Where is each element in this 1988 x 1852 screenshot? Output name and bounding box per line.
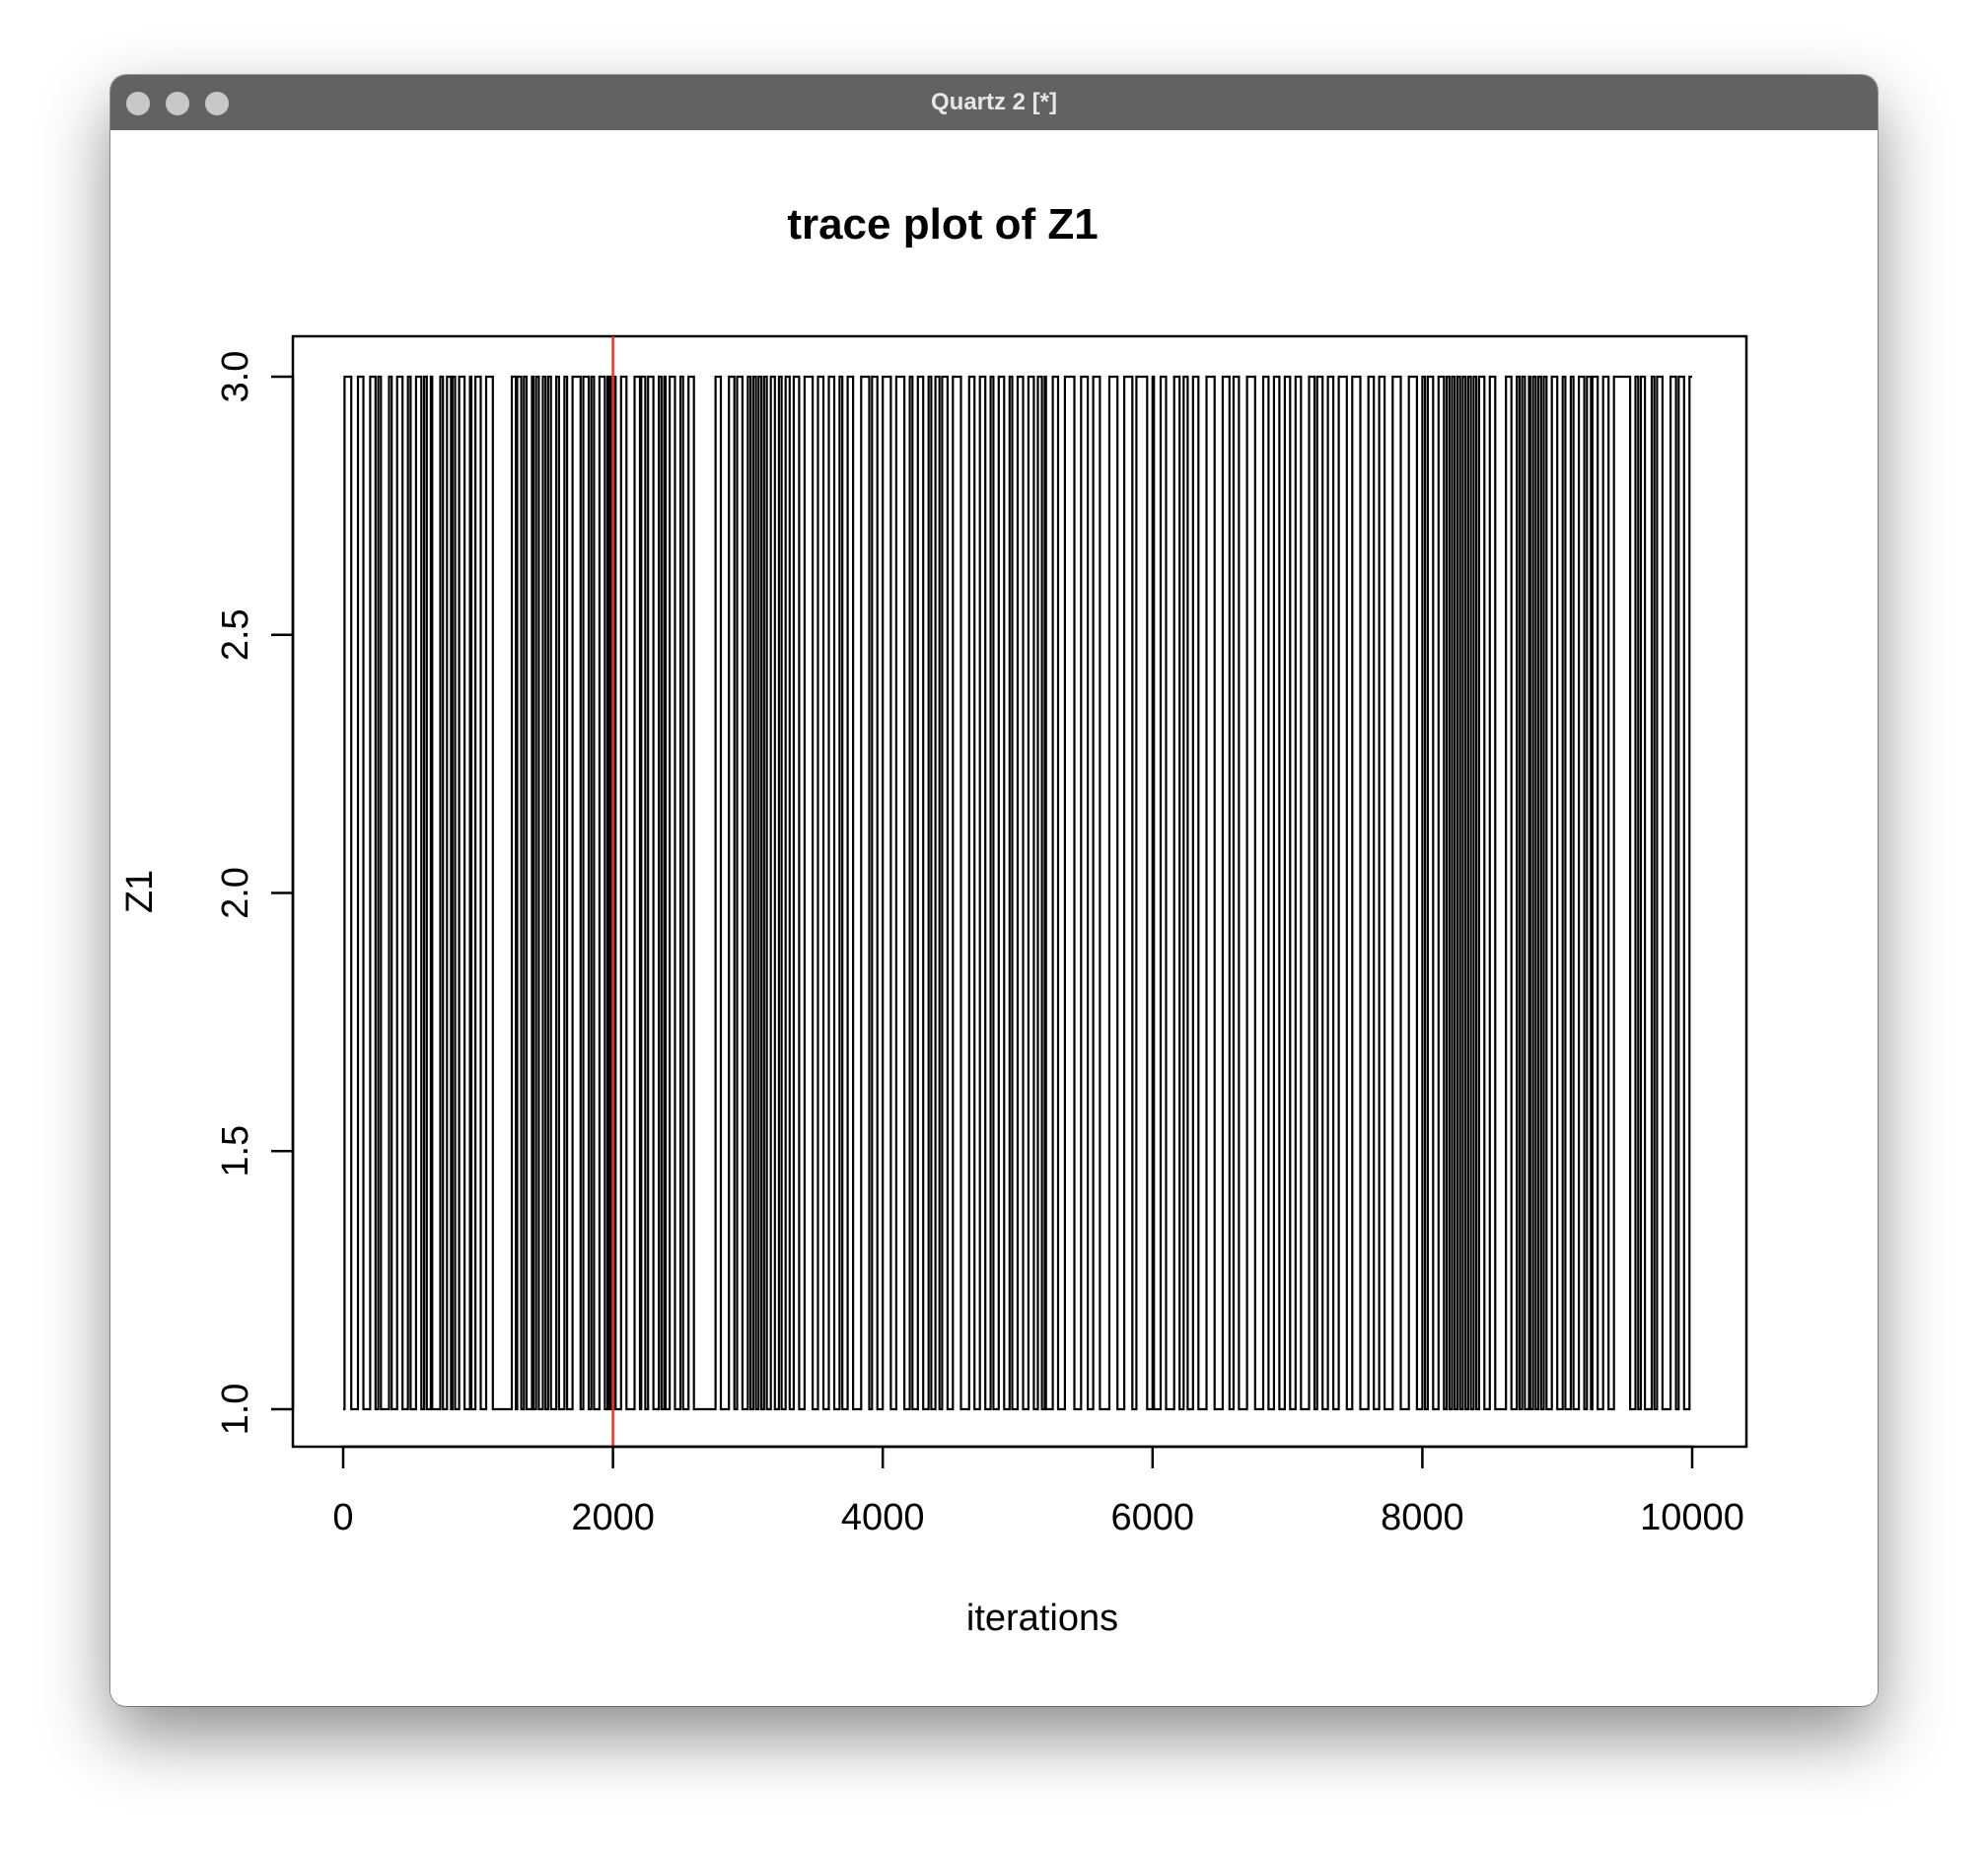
minimize-icon[interactable] bbox=[166, 92, 189, 115]
x-tick-label: 4000 bbox=[841, 1497, 925, 1538]
x-axis: 0 2000 4000 6000 8000 10000 bbox=[332, 1445, 1744, 1538]
y-tick-label: 1.5 bbox=[215, 1125, 256, 1177]
y-tick-label: 1.0 bbox=[215, 1384, 256, 1436]
trace-plot: trace plot of Z1 0 2000 4000 6000 8000 10000 … bbox=[119, 200, 1748, 1639]
x-tick-label: 6000 bbox=[1111, 1497, 1195, 1538]
title-bar[interactable]: Quartz 2 [*] bbox=[110, 75, 1878, 131]
trace-lines bbox=[343, 375, 1692, 1411]
zoom-icon[interactable] bbox=[205, 92, 229, 115]
y-tick-label: 2.0 bbox=[215, 867, 256, 919]
x-tick-label: 10000 bbox=[1640, 1497, 1744, 1538]
y-tick-label: 3.0 bbox=[215, 351, 256, 403]
close-icon[interactable] bbox=[126, 92, 150, 115]
plot-canvas: trace plot of Z1 0 2000 4000 6000 8000 10000 … bbox=[110, 130, 1878, 1706]
y-axis: 1.0 1.5 2.0 2.5 3.0 bbox=[215, 351, 295, 1436]
trace-series-z1 bbox=[343, 375, 1692, 1411]
window-title: Quartz 2 [*] bbox=[930, 89, 1057, 115]
x-tick-label: 2000 bbox=[571, 1497, 655, 1538]
x-tick-label: 8000 bbox=[1381, 1497, 1464, 1538]
y-axis-label: Z1 bbox=[119, 870, 161, 913]
plot-window: Quartz 2 [*] trace plot of Z1 0 2000 4000 6… bbox=[110, 75, 1878, 1706]
x-axis-label: iterations bbox=[966, 1598, 1118, 1639]
x-tick-label: 0 bbox=[332, 1497, 353, 1538]
chart-title: trace plot of Z1 bbox=[787, 200, 1098, 249]
y-tick-label: 2.5 bbox=[215, 608, 256, 661]
